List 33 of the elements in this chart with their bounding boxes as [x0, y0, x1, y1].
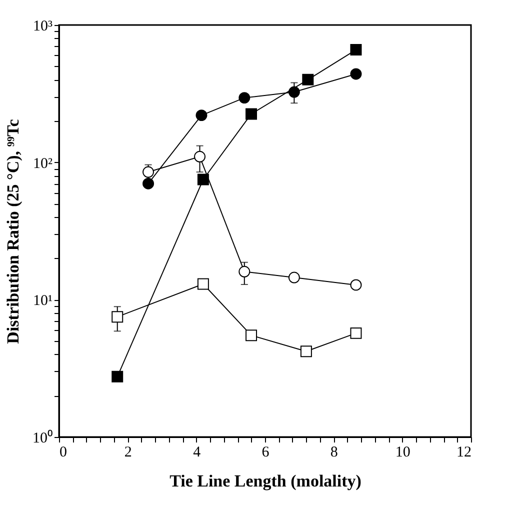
y-tick-label: 10⁰	[32, 430, 52, 446]
point	[112, 370, 124, 382]
point	[238, 266, 250, 278]
point	[300, 346, 312, 358]
point	[246, 108, 258, 120]
point	[288, 86, 300, 98]
y-axis-title: Distribution Ratio (25 °C), ⁹⁹Tc	[4, 118, 22, 344]
x-tick-label: 2	[124, 444, 132, 460]
x-tick-label: 4	[193, 444, 202, 460]
x-tick-label: 12	[456, 444, 472, 460]
point	[238, 92, 250, 104]
x-tick-label: 6	[262, 444, 270, 460]
point	[197, 278, 209, 290]
point	[194, 150, 206, 162]
x-axis-title: Tie Line Length (molality)	[170, 472, 362, 490]
point	[288, 272, 300, 284]
x-tick-label: 8	[330, 444, 338, 460]
x-tick-label: 0	[60, 444, 67, 460]
point	[302, 74, 314, 86]
point	[196, 110, 208, 122]
point	[350, 327, 362, 339]
point	[350, 44, 362, 56]
point	[197, 174, 209, 186]
point	[350, 279, 362, 291]
point	[246, 330, 258, 342]
point	[142, 166, 154, 178]
point	[350, 68, 362, 80]
y-tick-label: 10¹	[33, 293, 52, 310]
y-tick-label: 10²	[33, 156, 53, 172]
point	[112, 311, 124, 323]
y-tick-label: 10³	[33, 18, 53, 34]
x-tick-label: 10	[395, 444, 410, 460]
point	[142, 178, 154, 190]
